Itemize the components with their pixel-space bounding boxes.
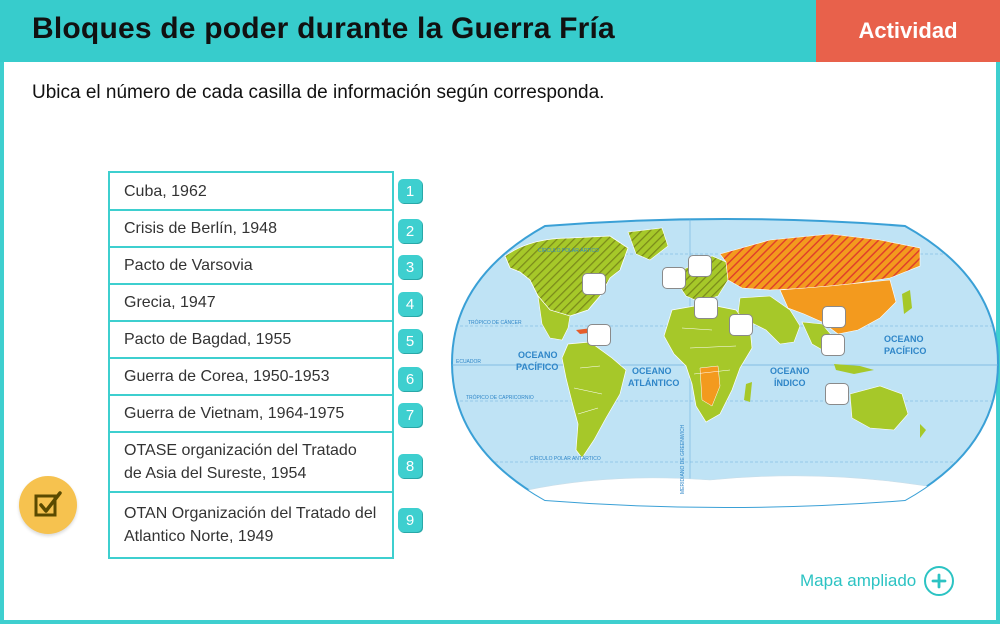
drop-box[interactable] [822, 306, 846, 328]
drop-box[interactable] [688, 255, 712, 277]
line-label: CÍRCULO POLAR ÁRTICO [538, 247, 599, 254]
item-label: Grecia, 1947 [124, 294, 216, 311]
list-item: Guerra de Vietnam, 1964-1975 [108, 396, 394, 433]
ocean-label: OCEANO [632, 366, 672, 376]
line-label: TRÓPICO DE CÁNCER [468, 319, 522, 326]
number-badge-1[interactable]: 1 [398, 179, 422, 203]
drop-box[interactable] [729, 314, 753, 336]
drop-box[interactable] [821, 334, 845, 356]
item-label: Guerra de Corea, 1950-1953 [124, 368, 330, 385]
item-label: Pacto de Varsovia [124, 257, 253, 274]
item-label: Pacto de Bagdad, 1955 [124, 331, 292, 348]
drop-box[interactable] [587, 324, 611, 346]
plus-icon [924, 566, 955, 596]
drop-box[interactable] [582, 273, 606, 295]
expanded-map-label: Mapa ampliado [800, 571, 917, 590]
line-label: MERIDIANO DE GREENWICH [680, 424, 686, 494]
item-label: OTAN Organización del Tratado del Atlant… [124, 505, 377, 545]
line-label: CÍRCULO POLAR ANTÁRTICO [530, 455, 601, 462]
ocean-label: ÍNDICO [774, 378, 806, 388]
line-label: ECUADOR [456, 359, 481, 365]
list-item: OTAN Organización del Tratado del Atlant… [108, 493, 394, 559]
item-label: OTASE organización del Tratado de Asia d… [124, 442, 357, 482]
list-item: Cuba, 1962 [108, 171, 394, 211]
list-item: OTASE organización del Tratado de Asia d… [108, 433, 394, 493]
drop-box[interactable] [694, 297, 718, 319]
ocean-label: PACÍFICO [516, 362, 558, 372]
item-label: Guerra de Vietnam, 1964-1975 [124, 405, 345, 422]
number-badge-4[interactable]: 4 [398, 292, 422, 316]
checkbox-icon [34, 491, 62, 517]
list-item: Pacto de Varsovia [108, 248, 394, 285]
ocean-label: OCEANO [518, 350, 558, 360]
world-map: OCEANO PACÍFICO OCEANO ATLÁNTICO OCEANO … [450, 218, 1000, 513]
number-badge-3[interactable]: 3 [398, 255, 422, 279]
list-item: Guerra de Corea, 1950-1953 [108, 359, 394, 396]
australia [849, 385, 926, 438]
item-label: Cuba, 1962 [124, 182, 207, 200]
info-list: Cuba, 1962 Crisis de Berlín, 1948 Pacto … [108, 171, 394, 559]
number-badge-7[interactable]: 7 [398, 403, 422, 427]
list-item: Grecia, 1947 [108, 285, 394, 322]
south-america [561, 341, 627, 459]
header-bar: Bloques de poder durante la Guerra Fría … [0, 0, 1000, 62]
north-america [504, 227, 669, 341]
line-label: TRÓPICO DE CAPRICORNIO [466, 394, 534, 401]
list-item: Pacto de Bagdad, 1955 [108, 322, 394, 359]
ocean-label: OCEANO [884, 334, 924, 344]
page-title: Bloques de poder durante la Guerra Fría [32, 12, 615, 45]
antarctica [489, 475, 971, 507]
ocean-label: PACÍFICO [884, 346, 926, 356]
number-badge-2[interactable]: 2 [398, 219, 422, 243]
number-badge-6[interactable]: 6 [398, 367, 422, 391]
soviet-union [719, 233, 921, 291]
number-badge-8[interactable]: 8 [398, 454, 422, 478]
instruction-text: Ubica el número de cada casilla de infor… [32, 82, 605, 103]
drop-box[interactable] [825, 383, 849, 405]
check-button[interactable] [19, 476, 77, 534]
ocean-label: ATLÁNTICO [628, 378, 679, 388]
expanded-map-link[interactable]: Mapa ampliado [800, 566, 955, 596]
drop-box[interactable] [662, 267, 686, 289]
item-label: Crisis de Berlín, 1948 [124, 220, 277, 237]
number-badge-5[interactable]: 5 [398, 329, 422, 353]
list-item: Crisis de Berlín, 1948 [108, 211, 394, 248]
ocean-label: OCEANO [770, 366, 810, 376]
activity-tab[interactable]: Actividad [816, 0, 1000, 62]
number-badge-9[interactable]: 9 [398, 508, 422, 532]
